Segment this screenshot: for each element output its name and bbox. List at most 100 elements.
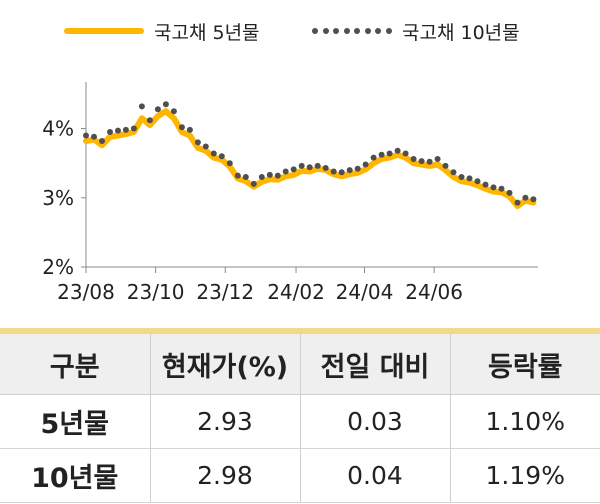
series-10y-point <box>130 125 137 132</box>
series-10y-point <box>482 181 489 188</box>
series-10y-point <box>530 196 537 203</box>
row-price: 2.98 <box>150 448 301 503</box>
y-tick-label: 3% <box>42 186 74 210</box>
series-10y-point <box>234 172 241 179</box>
series-10y <box>83 101 537 206</box>
header-price: 현재가(%) <box>150 334 301 395</box>
chart-axes <box>81 82 538 273</box>
chart-legend: 국고채 5년물 국고채 10년물 <box>0 0 600 62</box>
legend-dot <box>385 28 392 34</box>
legend-dot <box>333 28 339 34</box>
series-10y-point <box>514 199 521 206</box>
series-10y-point <box>83 132 89 139</box>
series-10y-point <box>362 161 369 168</box>
series-10y-point <box>122 126 129 133</box>
table-header-row: 구분 현재가(%) 전일 대비 등락률 <box>0 334 600 395</box>
quote-table: 구분 현재가(%) 전일 대비 등락률 5년물 2.93 0.03 1.10% … <box>0 334 600 503</box>
row-rate: 1.10% <box>450 394 600 449</box>
series-10y-point <box>338 169 345 176</box>
legend-label-5y: 국고채 5년물 <box>154 21 260 44</box>
legend-item-10y: 국고채 10년물 <box>312 18 520 44</box>
row-name: 5년물 <box>0 394 151 449</box>
series-10y-point <box>370 154 377 161</box>
series-10y-point <box>266 171 273 178</box>
series-10y-point <box>442 162 449 169</box>
header-change: 전일 대비 <box>300 334 451 395</box>
series-10y-point <box>250 180 257 187</box>
series-10y-point <box>178 124 185 131</box>
series-5y-line <box>83 108 537 210</box>
series-10y-point <box>146 117 153 124</box>
series-5y <box>83 108 537 210</box>
series-10y-point <box>226 160 233 167</box>
x-tick-label: 24/06 <box>405 280 463 304</box>
series-10y-point <box>434 156 441 162</box>
table-top-accent <box>0 328 600 334</box>
series-10y-point <box>282 168 289 175</box>
legend-dot <box>322 28 329 34</box>
series-10y-point <box>322 165 329 171</box>
series-10y-point <box>162 101 169 108</box>
series-10y-point <box>498 185 505 192</box>
series-10y-point <box>506 189 513 196</box>
series-10y-point <box>378 151 385 158</box>
series-10y-point <box>426 158 433 165</box>
series-10y-point <box>330 168 337 175</box>
x-tick-label: 23/10 <box>127 280 185 304</box>
legend-dot <box>375 28 381 34</box>
series-10y-point <box>346 167 353 174</box>
x-tick-label: 24/04 <box>336 280 394 304</box>
row-change: 0.03 <box>300 394 451 449</box>
quote-table-area: 구분 현재가(%) 전일 대비 등락률 5년물 2.93 0.03 1.10% … <box>0 328 600 504</box>
row-change: 0.04 <box>300 448 451 503</box>
legend-dot <box>312 28 318 34</box>
series-10y-point <box>99 138 105 144</box>
yield-line-chart: 2% 3% 4% 23/08 23/10 23/12 24/02 24/04 24/06 <box>42 82 538 304</box>
series-10y-point <box>386 150 393 157</box>
series-10y-point <box>466 175 473 182</box>
series-10y-point <box>402 150 409 157</box>
series-10y-point <box>522 194 529 201</box>
series-10y-point <box>186 126 193 133</box>
legend-label-10y: 국고채 10년물 <box>402 21 520 44</box>
series-10y-point <box>290 166 297 173</box>
series-10y-point <box>274 172 281 179</box>
series-10y-point <box>202 143 209 150</box>
series-10y-point <box>298 162 305 169</box>
header-rate: 등락률 <box>450 334 600 395</box>
legend-swatch-5y-line <box>64 28 144 34</box>
row-name: 10년물 <box>0 448 151 503</box>
series-10y-point <box>458 174 465 180</box>
series-10y-point <box>218 153 225 160</box>
series-10y-point <box>394 147 401 154</box>
row-price: 2.93 <box>150 394 301 449</box>
y-tick-label: 4% <box>42 117 74 141</box>
series-10y-point <box>115 127 121 134</box>
legend-dot <box>343 28 350 34</box>
header-category: 구분 <box>0 334 151 395</box>
legend-dot <box>364 28 371 34</box>
tick-labels: 2% 3% 4% 23/08 23/10 23/12 24/02 24/04 24/06 <box>42 117 463 304</box>
series-10y-point <box>91 133 97 140</box>
series-10y-point <box>170 108 177 115</box>
series-10y-point <box>258 174 265 180</box>
series-10y-point <box>490 184 497 191</box>
series-10y-point <box>410 156 417 162</box>
row-rate: 1.19% <box>450 448 600 503</box>
series-10y-point <box>194 139 201 146</box>
table-row: 10년물 2.98 0.04 1.19% <box>0 448 600 503</box>
series-10y-point <box>154 106 161 113</box>
series-10y-point <box>107 129 113 135</box>
legend-swatch-10y-dots <box>312 28 392 34</box>
series-10y-point <box>210 150 217 157</box>
x-tick-label: 23/08 <box>57 280 115 304</box>
legend-item-5y: 국고채 5년물 <box>64 18 260 44</box>
series-10y-point <box>354 165 361 172</box>
series-10y-point <box>314 162 321 169</box>
series-10y-point <box>242 174 249 180</box>
table-row: 5년물 2.93 0.03 1.10% <box>0 394 600 449</box>
series-10y-point <box>306 164 313 171</box>
x-tick-label: 23/12 <box>196 280 254 304</box>
series-10y-point <box>450 169 457 176</box>
series-10y-point <box>138 103 145 110</box>
